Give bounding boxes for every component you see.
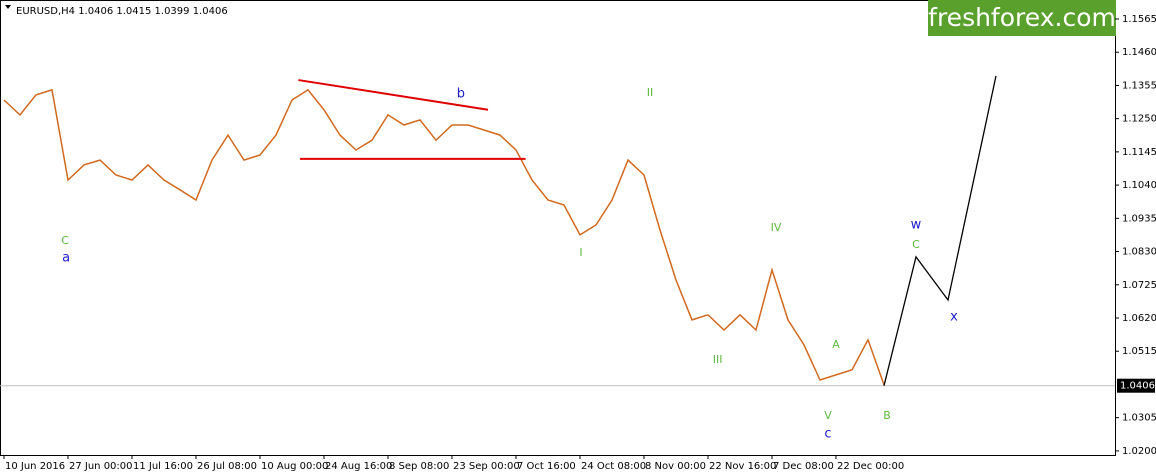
x-tick-label: 7 Dec 08:00	[773, 461, 834, 472]
wave-label: B	[883, 409, 891, 422]
x-tick-label: 23 Sep 00:00	[453, 461, 520, 472]
chart-title: EURUSD,H4 1.0406 1.0415 1.0399 1.0406	[16, 6, 228, 17]
y-tick-label: 1.0725	[1122, 280, 1156, 291]
watermark-box	[928, 0, 1116, 36]
wave-label: C	[61, 234, 69, 247]
y-tick-label: 1.1565	[1122, 14, 1156, 25]
x-tick-label: 11 Jul 16:00	[133, 461, 193, 472]
price-line	[3, 88, 885, 386]
plot-frame	[0, 0, 1116, 456]
y-tick-label: 1.0515	[1122, 346, 1156, 357]
wave-label: V	[824, 409, 832, 422]
price-line	[883, 75, 997, 386]
wave-label: b	[457, 86, 465, 101]
x-tick-label: 22 Dec 00:00	[837, 461, 904, 472]
x-tick-label: 26 Jul 08:00	[197, 461, 257, 472]
x-tick-label: 24 Aug 16:00	[325, 461, 392, 472]
y-tick-label: 1.0305	[1122, 413, 1156, 424]
wave-label: C	[912, 238, 920, 251]
wave-label: II	[647, 86, 654, 99]
last-price-label: 1.0406	[1120, 381, 1155, 392]
x-tick-label: 24 Oct 08:00	[581, 461, 646, 472]
wave-label: IV	[771, 221, 782, 234]
y-tick-label: 1.0200	[1122, 446, 1156, 457]
y-tick-label: 1.1040	[1122, 180, 1156, 191]
x-tick-label: 22 Nov 16:00	[709, 461, 776, 472]
wave-label: III	[713, 353, 723, 366]
x-tick-label: 27 Jun 00:00	[69, 461, 133, 472]
last-price-box	[1117, 378, 1155, 393]
wave-label: w	[911, 217, 922, 232]
wave-label: a	[62, 250, 70, 265]
wave-label: A	[832, 338, 840, 351]
y-tick-label: 1.0620	[1122, 313, 1156, 324]
menu-triangle	[5, 5, 11, 9]
watermark: freshforex.com	[928, 3, 1116, 32]
wave-label: c	[824, 426, 831, 441]
trendline	[298, 79, 489, 111]
x-tick-label: 7 Oct 16:00	[517, 461, 576, 472]
y-tick-label: 1.0935	[1122, 213, 1156, 224]
y-tick-label: 1.1250	[1122, 114, 1156, 125]
y-tick-label: 1.1355	[1122, 80, 1156, 91]
x-tick-label: 8 Sep 08:00	[389, 461, 449, 472]
x-tick-label: 10 Aug 00:00	[261, 461, 328, 472]
wave-label: I	[579, 246, 582, 259]
y-tick-label: 1.1460	[1122, 47, 1156, 58]
wave-label: x	[950, 310, 958, 325]
x-tick-label: 10 Jun 2016	[5, 461, 65, 472]
y-tick-label: 1.0830	[1122, 247, 1156, 258]
y-tick-label: 1.1145	[1122, 147, 1156, 158]
x-tick-label: 8 Nov 00:00	[645, 461, 706, 472]
